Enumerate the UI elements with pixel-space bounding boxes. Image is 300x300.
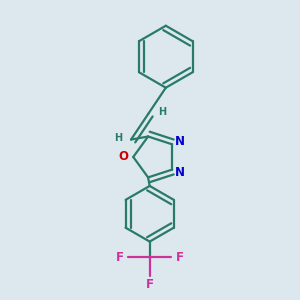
Text: H: H <box>158 107 166 117</box>
Text: F: F <box>176 251 183 264</box>
Text: F: F <box>116 251 124 264</box>
Text: N: N <box>176 166 185 178</box>
Text: H: H <box>114 133 122 143</box>
Text: O: O <box>119 151 129 164</box>
Text: F: F <box>146 278 154 291</box>
Text: N: N <box>176 135 185 148</box>
